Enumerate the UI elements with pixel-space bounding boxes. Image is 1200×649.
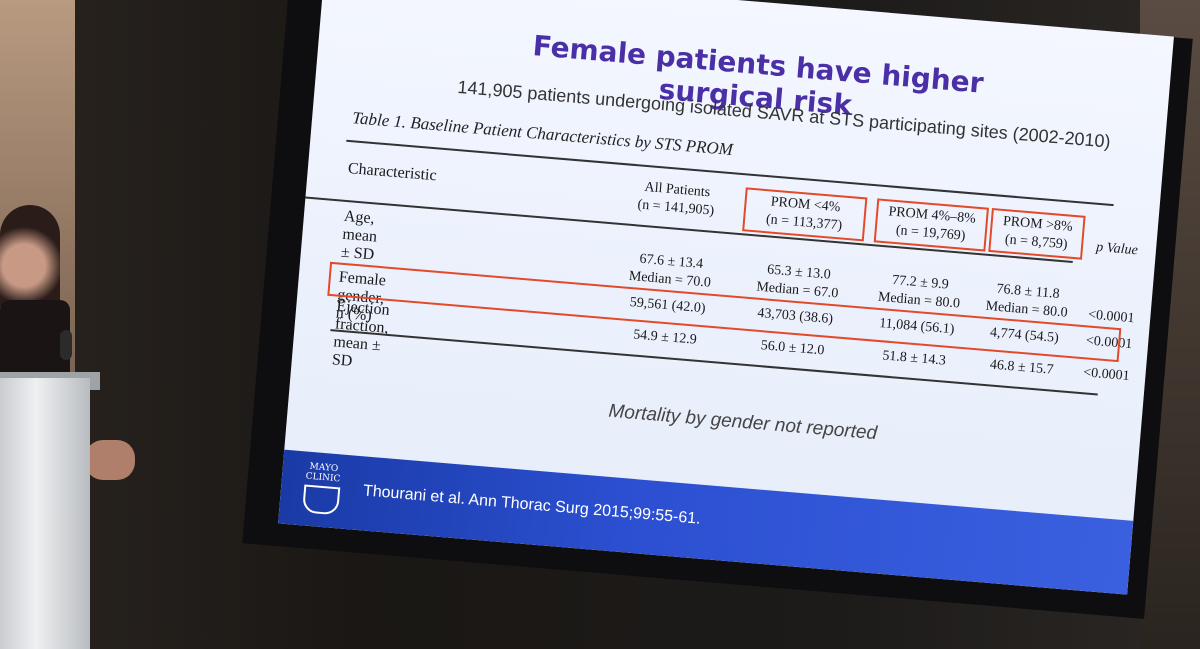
col-header-prom-high: PROM >8% (n = 8,759) <box>988 208 1086 260</box>
col-header-all: All Patients (n = 141,905) <box>615 177 738 223</box>
cell-ef-prom-mid: 51.8 ± 14.3 <box>881 348 947 369</box>
col-header-p-value: p Value <box>1095 239 1139 259</box>
cell-ef-prom-high: 46.8 ± 15.7 <box>989 357 1055 378</box>
slide-note: Mortality by gender not reported <box>607 400 878 445</box>
projected-slide: Female patients have higher surgical ris… <box>278 0 1174 595</box>
col-header-prom-mid: PROM 4%–8% (n = 19,769) <box>873 198 989 252</box>
cell-ef-prom-low: 56.0 ± 12.0 <box>760 338 825 359</box>
cell-ef-all: 54.9 ± 12.9 <box>632 327 698 348</box>
microphone <box>60 330 72 360</box>
mayo-clinic-logo: MAYO CLINIC <box>297 461 347 517</box>
col-header-characteristic: Characteristic <box>347 160 438 185</box>
speaker-hand-with-clicker <box>85 440 135 480</box>
speaker-head <box>0 205 60 315</box>
podium <box>0 378 90 649</box>
row-label-age: Age, mean ± SD <box>340 207 378 264</box>
shield-icon <box>302 484 341 516</box>
citation-text: Thourani et al. Ann Thorac Surg 2015;99:… <box>362 482 702 528</box>
col-header-prom-low: PROM <4% (n = 113,377) <box>742 187 868 242</box>
cell-ef-p-value: <0.0001 <box>1082 365 1131 385</box>
row-label-ejection-fraction: Ejection fraction, mean ± SD <box>331 297 391 370</box>
